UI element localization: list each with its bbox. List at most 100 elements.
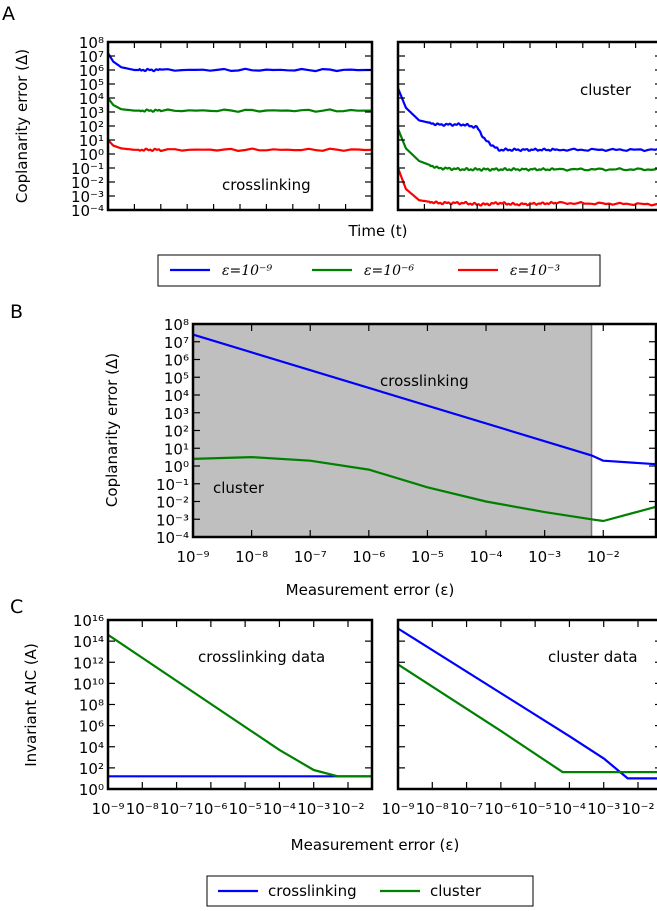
y-tick-label: 10¹² <box>73 654 104 672</box>
series-line-a-right-1 <box>396 87 657 153</box>
panel-label-c: C <box>10 596 23 618</box>
panel-label-a: A <box>2 3 15 25</box>
ticks-a-left: 10⁸10⁷10⁶10⁵10⁴10³10²10¹10⁰10⁻¹10⁻²10⁻³1… <box>71 34 372 220</box>
x-tick-label: 10⁻⁹ <box>91 800 124 818</box>
y-tick-label: 10⁻² <box>71 174 104 192</box>
x-tick-label: 10⁻⁷ <box>160 800 193 818</box>
y-tick-label: 10¹⁰ <box>73 675 104 693</box>
y-tick-label: 10⁴ <box>79 90 104 108</box>
y-tick-label: 10⁻³ <box>71 188 104 206</box>
axes-c-right <box>396 618 657 791</box>
x-tick-label: 10⁻⁶ <box>484 800 517 818</box>
y-tick-label: 10⁻¹ <box>156 476 189 494</box>
series-line-b-2 <box>192 456 657 523</box>
y-tick-label: 10⁰ <box>79 146 104 164</box>
y-tick-label: 10⁶ <box>164 352 189 370</box>
y-tick-label: 10⁰ <box>164 458 189 476</box>
x-tick-label: 10⁻⁶ <box>194 800 227 818</box>
annotation-crosslinking-data: crosslinking data <box>198 648 325 666</box>
y-tick-label: 10⁻⁴ <box>71 202 104 220</box>
y-tick-label: 10¹⁶ <box>73 612 104 630</box>
y-tick-label: 10⁶ <box>79 62 104 80</box>
legend-c-entry-1: crosslinking <box>218 882 357 900</box>
annotation-crosslinking-b: crosslinking <box>380 372 469 390</box>
legend-a-entry-1: ε=10⁻⁹ <box>170 263 272 279</box>
y-tick-label: 10⁴ <box>79 739 104 757</box>
shaded-region <box>193 324 592 537</box>
x-tick-label: 10⁻⁸ <box>126 800 159 818</box>
y-tick-label: 10³ <box>79 104 104 122</box>
legend-a-entry-2: ε=10⁻⁶ <box>312 263 414 279</box>
x-tick-label: 10⁻³ <box>528 548 561 566</box>
axes-a-right <box>396 40 657 212</box>
y-tick-label: 10⁸ <box>164 316 189 334</box>
y-tick-label: 10⁸ <box>79 697 104 715</box>
panel-label-b: B <box>10 301 23 323</box>
y-tick-label: 10⁵ <box>79 76 104 94</box>
series-line-a-left-2 <box>107 97 372 113</box>
annotation-cluster-a: cluster <box>580 81 632 99</box>
x-tick-label: 10⁻⁷ <box>450 800 483 818</box>
series-line-c-right-1 <box>397 627 657 780</box>
xlabel-b: Measurement error (ε) <box>286 581 455 599</box>
y-tick-label: 10⁵ <box>164 369 189 387</box>
y-tick-label: 10⁻³ <box>156 511 189 529</box>
series-line-b-1 <box>192 333 657 466</box>
y-tick-label: 10⁷ <box>79 48 104 66</box>
x-tick-label: 10⁻² <box>587 548 620 566</box>
series-line-a-left-1 <box>107 52 372 73</box>
y-tick-label: 10⁰ <box>79 781 104 799</box>
y-tick-label: 10³ <box>164 405 189 423</box>
ylabel-c: Invariant AIC (A) <box>22 643 40 767</box>
annotation-cluster-data: cluster data <box>548 648 638 666</box>
x-tick-label: 10⁻⁹ <box>176 548 209 566</box>
xlabel-c: Measurement error (ε) <box>291 836 460 854</box>
x-tick-label: 10⁻⁵ <box>411 548 444 566</box>
y-tick-label: 10¹ <box>164 440 189 458</box>
legend-c-label-1: crosslinking <box>268 882 357 900</box>
y-tick-label: 10⁻² <box>156 494 189 512</box>
ylabel-b: Coplanarity error (Δ) <box>103 353 121 507</box>
y-tick-label: 10⁷ <box>164 334 189 352</box>
series-line-c-left-2 <box>107 633 372 778</box>
x-tick-label: 10⁻⁴ <box>470 548 503 566</box>
x-tick-label: 10⁻² <box>331 800 364 818</box>
x-tick-label: 10⁻³ <box>297 800 330 818</box>
legend-a-label-1: ε=10⁻⁹ <box>222 263 272 279</box>
annotation-cluster-b: cluster <box>213 479 265 497</box>
x-tick-label: 10⁻⁸ <box>416 800 449 818</box>
ylabel-a: Coplanarity error (Δ) <box>13 49 31 203</box>
y-tick-label: 10⁻⁴ <box>156 529 189 547</box>
x-tick-label: 10⁻⁵ <box>229 800 262 818</box>
x-tick-label: 10⁻⁴ <box>263 800 296 818</box>
ticks-a-right <box>398 41 657 211</box>
y-tick-label: 10⁶ <box>79 718 104 736</box>
annotation-crosslinking-a: crosslinking <box>222 176 311 194</box>
series-line-a-left-3 <box>107 139 373 153</box>
x-tick-label: 10⁻² <box>621 800 654 818</box>
legend-a <box>157 254 601 287</box>
legend-a-label-3: ε=10⁻³ <box>510 263 560 279</box>
legend-c-entry-2: cluster <box>380 882 482 900</box>
x-tick-label: 10⁻⁹ <box>381 800 414 818</box>
x-tick-label: 10⁻⁸ <box>235 548 268 566</box>
x-tick-label: 10⁻⁶ <box>352 548 385 566</box>
legend-c <box>206 875 534 907</box>
y-tick-label: 10¹⁴ <box>73 633 104 651</box>
series-line-a-right-3 <box>396 167 657 207</box>
xlabel-a: Time (t) <box>347 222 407 240</box>
x-tick-label: 10⁻⁵ <box>519 800 552 818</box>
axes-c-left <box>106 618 374 791</box>
y-tick-label: 10² <box>164 423 189 441</box>
series-line-a-right-2 <box>396 128 657 172</box>
ticks-b: 10⁸10⁷10⁶10⁵10⁴10³10²10¹10⁰10⁻¹10⁻²10⁻³1… <box>156 316 656 566</box>
y-tick-label: 10⁴ <box>164 387 189 405</box>
y-tick-label: 10¹ <box>79 132 104 150</box>
legend-c-label-2: cluster <box>430 882 482 900</box>
legend-a-entry-3: ε=10⁻³ <box>458 263 560 279</box>
y-tick-label: 10² <box>79 118 104 136</box>
y-tick-label: 10⁻¹ <box>71 160 104 178</box>
y-tick-label: 10² <box>79 760 104 778</box>
